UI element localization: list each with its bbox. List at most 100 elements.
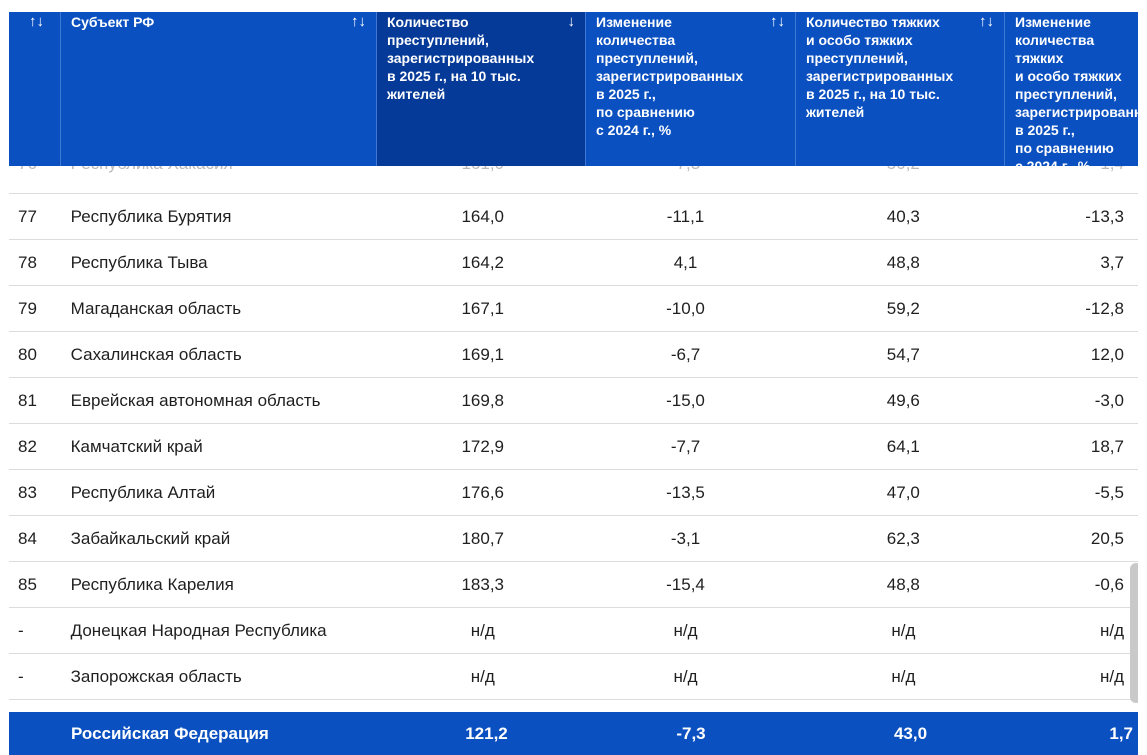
header-crimes[interactable]: Количество преступлений, зарегистрирован… xyxy=(377,12,586,166)
cell-grave: 47,0 xyxy=(886,482,920,502)
table-row[interactable]: 81 Еврейская автономная область 169,8 -1… xyxy=(9,378,1138,424)
header-change[interactable]: Изменение количества преступлений, зарег… xyxy=(586,12,796,166)
cell-region: Еврейская автономная область xyxy=(70,390,321,410)
cell-grave: 50,2 xyxy=(790,166,997,174)
cell-region: Республика Алтай xyxy=(70,482,216,502)
cell-grave-change: 12,0 xyxy=(1090,344,1124,364)
cell-grave: 64,1 xyxy=(886,436,920,456)
cell-rank: 79 xyxy=(18,298,37,318)
cell-region: Республика Хакасия xyxy=(61,166,374,174)
cell-crimes: н/д xyxy=(470,620,495,640)
cell-grave: 48,8 xyxy=(886,574,920,594)
table-row[interactable]: 84 Забайкальский край 180,7 -3,1 62,3 20… xyxy=(9,516,1138,562)
sort-change-icon[interactable]: ↑↓ xyxy=(770,13,785,30)
sort-grave-icon[interactable]: ↑↓ xyxy=(979,13,994,30)
table-header: ↑↓ Субъект РФ ↑↓ Количество преступлений… xyxy=(9,12,1138,174)
cell-grave-change: н/д xyxy=(1099,620,1124,640)
cell-change: -7,3 xyxy=(676,723,706,743)
cell-change: -15,4 xyxy=(666,574,705,594)
cell-rank: 84 xyxy=(18,528,37,548)
sort-rank-icon[interactable]: ↑↓ xyxy=(29,13,44,30)
cell-grave-change: 20,5 xyxy=(1090,528,1124,548)
cell-grave: 40,3 xyxy=(886,206,920,226)
cell-change: -7,3 xyxy=(581,166,789,174)
cell-change: -13,5 xyxy=(666,482,705,502)
cell-crimes: 164,2 xyxy=(461,252,505,272)
cell-rank: 85 xyxy=(18,574,37,594)
header-rank[interactable]: ↑↓ xyxy=(9,12,61,166)
cell-crimes: 169,8 xyxy=(461,390,505,410)
table-row[interactable]: 82 Камчатский край 172,9 -7,7 64,1 18,7 xyxy=(9,424,1138,470)
header-region[interactable]: Субъект РФ ↑↓ xyxy=(61,12,377,166)
cell-rank: 77 xyxy=(18,206,37,226)
cell-region: Республика Карелия xyxy=(70,574,234,594)
cell-change: 4,1 xyxy=(673,252,698,272)
cell-change: -11,1 xyxy=(666,206,705,226)
cell-grave-change: 3,7 xyxy=(1100,252,1124,272)
cell-rank: 78 xyxy=(18,252,37,272)
cell-grave-change: н/д xyxy=(1099,666,1124,686)
cell-crimes: н/д xyxy=(470,666,495,686)
total-row: Российская Федерация 121,2 -7,3 43,0 1,7 xyxy=(9,712,1138,755)
header-grave-change-label: Изменение количества тяжких и особо тяжк… xyxy=(1015,14,1138,174)
cell-grave-change: 18,7 xyxy=(1090,436,1124,456)
table-row[interactable]: - Донецкая Народная Республика н/д н/д н… xyxy=(9,608,1138,654)
cell-grave: н/д xyxy=(891,620,916,640)
header-region-label: Субъект РФ xyxy=(71,14,155,30)
cell-crimes: 169,1 xyxy=(461,344,505,364)
table-row[interactable]: 80 Сахалинская область 169,1 -6,7 54,7 1… xyxy=(9,332,1138,378)
cell-rank: 82 xyxy=(18,436,37,456)
cell-crimes: 161,0 xyxy=(374,166,581,174)
cell-region: Запорожская область xyxy=(70,666,242,686)
top-border xyxy=(9,0,1138,12)
table-row[interactable]: 85 Республика Карелия 183,3 -15,4 48,8 -… xyxy=(9,562,1138,608)
sort-region-icon[interactable]: ↑↓ xyxy=(351,13,366,30)
cell-rank: 80 xyxy=(18,344,37,364)
cell-grave: 62,3 xyxy=(886,528,920,548)
cell-grave-change: -0,6 xyxy=(1094,574,1124,594)
table-row[interactable]: 83 Республика Алтай 176,6 -13,5 47,0 -5,… xyxy=(9,470,1138,516)
cell-grave: 48,8 xyxy=(886,252,920,272)
cell-crimes: 180,7 xyxy=(461,528,505,548)
cell-region: Магаданская область xyxy=(70,298,242,318)
cell-grave-change: -12,8 xyxy=(1085,298,1124,318)
cell-change: -15,0 xyxy=(666,390,705,410)
cell-rank: 76 xyxy=(9,166,61,174)
header-crimes-label: Количество преступлений, зарегистрирован… xyxy=(387,14,535,102)
cell-grave: 49,6 xyxy=(886,390,920,410)
cell-rank: 83 xyxy=(18,482,37,502)
cell-grave: 54,7 xyxy=(886,344,920,364)
table-row[interactable]: 78 Республика Тыва 164,2 4,1 48,8 3,7 xyxy=(9,240,1138,286)
cell-region: Забайкальский край xyxy=(70,528,231,548)
cell-change: н/д xyxy=(673,620,698,640)
cell-region: Донецкая Народная Республика xyxy=(70,620,327,640)
cell-change: -6,7 xyxy=(670,344,701,364)
table-row[interactable]: - Запорожская область н/д н/д н/д н/д xyxy=(9,654,1138,700)
cell-region: Сахалинская область xyxy=(70,344,242,364)
header-grave-change[interactable]: Изменение количества тяжких и особо тяжк… xyxy=(1005,12,1138,174)
crime-table: ↑↓ Субъект РФ ↑↓ Количество преступлений… xyxy=(9,0,1138,755)
table-row[interactable]: 77 Республика Бурятия 164,0 -11,1 40,3 -… xyxy=(9,194,1138,240)
cell-change: -7,7 xyxy=(670,436,701,456)
cell-grave-change: 1,7 xyxy=(1109,723,1133,743)
cell-grave: н/д xyxy=(891,666,916,686)
cell-change: н/д xyxy=(673,666,698,686)
cell-crimes: 183,3 xyxy=(461,574,505,594)
cell-grave-change: -3,0 xyxy=(1094,390,1124,410)
header-grave[interactable]: Количество тяжких и особо тяжких преступ… xyxy=(796,12,1005,166)
right-edge xyxy=(1138,0,1147,755)
cell-rank: 81 xyxy=(18,390,37,410)
cell-region: Республика Тыва xyxy=(70,252,208,272)
cell-grave-change: -13,3 xyxy=(1085,206,1124,226)
cell-grave-change: 1,4 xyxy=(997,166,1138,174)
table-body: 76 Республика Хакасия 161,0 -7,3 50,2 1,… xyxy=(9,166,1138,700)
cell-crimes: 176,6 xyxy=(461,482,505,502)
vertical-scrollbar[interactable] xyxy=(1130,563,1138,703)
table-row[interactable]: 79 Магаданская область 167,1 -10,0 59,2 … xyxy=(9,286,1138,332)
cell-grave: 59,2 xyxy=(886,298,920,318)
cell-region: Республика Бурятия xyxy=(70,206,232,226)
cell-crimes: 172,9 xyxy=(461,436,505,456)
cell-change: -3,1 xyxy=(670,528,701,548)
table-row[interactable]: 76 Республика Хакасия 161,0 -7,3 50,2 1,… xyxy=(9,166,1138,194)
sort-desc-icon[interactable]: ↓ xyxy=(567,13,576,30)
